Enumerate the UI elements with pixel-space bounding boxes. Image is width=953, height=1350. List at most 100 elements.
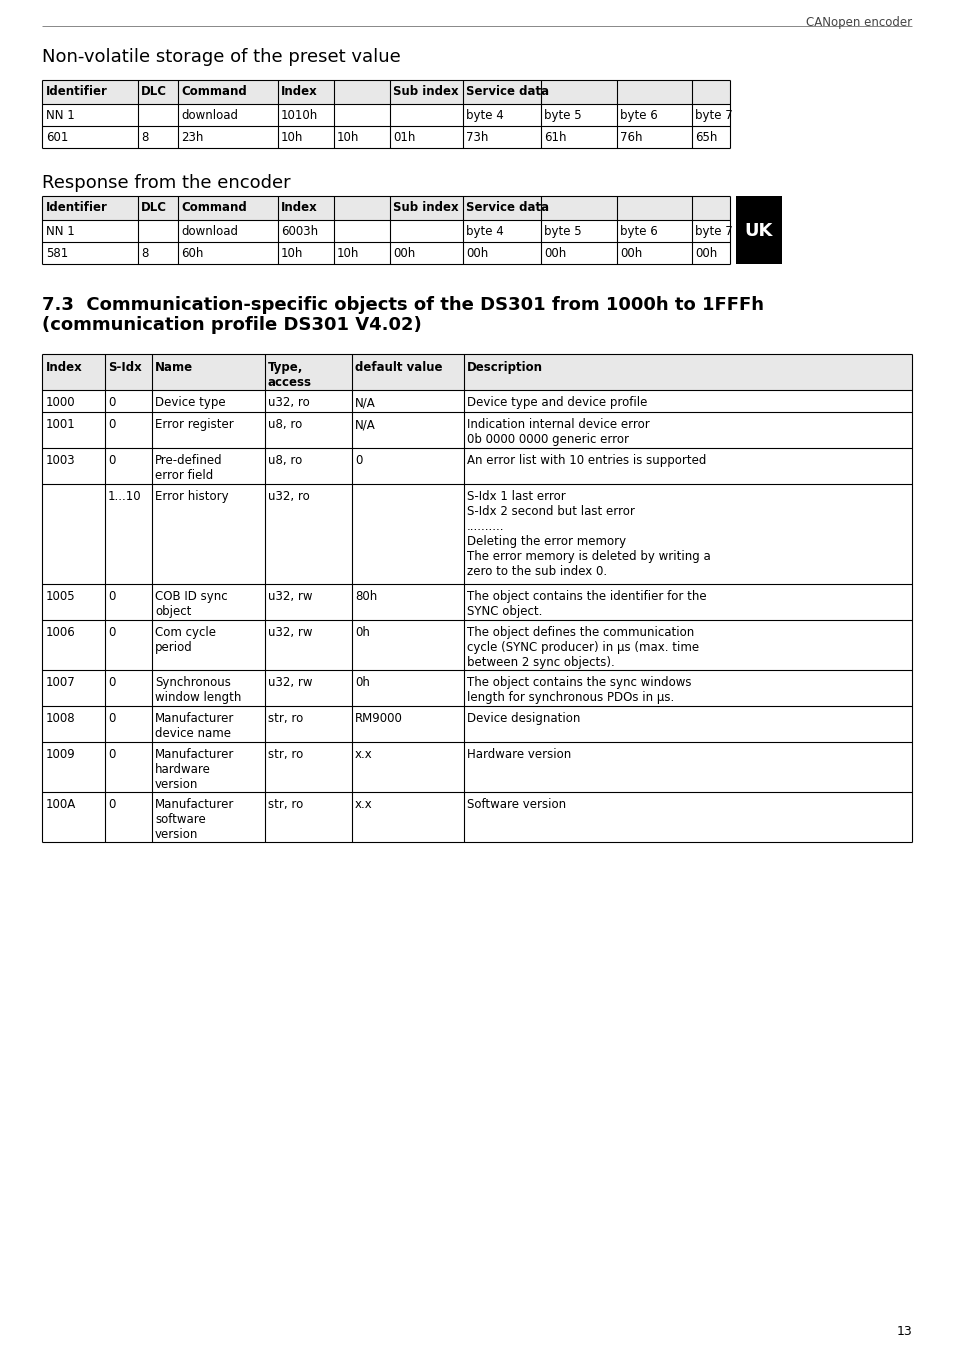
Text: RM9000: RM9000 [355, 711, 402, 725]
Text: Response from the encoder: Response from the encoder [42, 174, 291, 192]
Text: 0h: 0h [355, 626, 370, 639]
Text: u8, ro: u8, ro [268, 454, 302, 467]
Text: Identifier: Identifier [46, 201, 108, 215]
Text: The object contains the identifier for the
SYNC object.: The object contains the identifier for t… [467, 590, 706, 618]
Text: S-Idx: S-Idx [108, 360, 142, 374]
Text: 10h: 10h [336, 247, 359, 261]
Bar [42, 196, 729, 220]
Text: Identifier: Identifier [46, 85, 108, 99]
Text: DLC: DLC [141, 85, 167, 99]
Text: u32, rw: u32, rw [268, 590, 313, 603]
Text: NN 1: NN 1 [46, 109, 74, 122]
Text: Pre-defined
error field: Pre-defined error field [154, 454, 222, 482]
Text: 7.3  Communication-specific objects of the DS301 from 1000h to 1FFFh: 7.3 Communication-specific objects of th… [42, 296, 763, 315]
Text: 00h: 00h [393, 247, 415, 261]
Text: 1000: 1000 [46, 396, 75, 409]
Text: 00h: 00h [619, 247, 641, 261]
Text: download: download [181, 225, 237, 238]
Text: 1003: 1003 [46, 454, 75, 467]
Text: 00h: 00h [695, 247, 717, 261]
Text: 65h: 65h [695, 131, 717, 144]
Text: The object defines the communication
cycle (SYNC producer) in μs (max. time
betw: The object defines the communication cyc… [467, 626, 699, 670]
Text: x.x: x.x [355, 798, 373, 811]
Text: Synchronous
window length: Synchronous window length [154, 676, 241, 703]
Text: COB ID sync
object: COB ID sync object [154, 590, 228, 618]
Text: 0h: 0h [355, 676, 370, 688]
Text: Manufacturer
hardware
version: Manufacturer hardware version [154, 748, 234, 791]
Text: byte 6: byte 6 [619, 109, 657, 122]
Text: Hardware version: Hardware version [467, 748, 571, 761]
Text: 100A: 100A [46, 798, 76, 811]
Text: 0: 0 [108, 590, 115, 603]
Text: Error register: Error register [154, 418, 233, 431]
Text: 10h: 10h [281, 131, 303, 144]
Text: Software version: Software version [467, 798, 565, 811]
Text: 76h: 76h [619, 131, 641, 144]
Text: 1...10: 1...10 [108, 490, 141, 504]
Text: Command: Command [181, 201, 247, 215]
Text: u32, rw: u32, rw [268, 676, 313, 688]
Text: byte 5: byte 5 [543, 225, 581, 238]
Text: byte 6: byte 6 [619, 225, 657, 238]
Text: 00h: 00h [543, 247, 566, 261]
Text: DLC: DLC [141, 201, 167, 215]
Text: Index: Index [281, 201, 317, 215]
Text: NN 1: NN 1 [46, 225, 74, 238]
Text: 6003h: 6003h [281, 225, 317, 238]
Text: An error list with 10 entries is supported: An error list with 10 entries is support… [467, 454, 705, 467]
Text: Device type: Device type [154, 396, 226, 409]
Text: 0: 0 [108, 626, 115, 639]
Text: 0: 0 [108, 418, 115, 431]
Text: u32, rw: u32, rw [268, 626, 313, 639]
Text: 581: 581 [46, 247, 69, 261]
Text: Device designation: Device designation [467, 711, 579, 725]
Text: N/A: N/A [355, 396, 375, 409]
Text: 1008: 1008 [46, 711, 75, 725]
Text: Name: Name [154, 360, 193, 374]
Text: 0: 0 [108, 798, 115, 811]
Text: Indication internal device error
0b 0000 0000 generic error: Indication internal device error 0b 0000… [467, 418, 649, 446]
Text: 0: 0 [108, 748, 115, 761]
Text: Sub index: Sub index [393, 201, 458, 215]
Text: Service data: Service data [465, 85, 549, 99]
Text: Command: Command [181, 85, 247, 99]
Text: 0: 0 [108, 396, 115, 409]
Text: 10h: 10h [281, 247, 303, 261]
Text: Error history: Error history [154, 490, 229, 504]
Text: Manufacturer
device name: Manufacturer device name [154, 711, 234, 740]
Text: 0: 0 [108, 711, 115, 725]
Text: 80h: 80h [355, 590, 376, 603]
Text: 61h: 61h [543, 131, 566, 144]
Text: Service data: Service data [465, 201, 549, 215]
Text: 01h: 01h [393, 131, 415, 144]
Text: str, ro: str, ro [268, 748, 303, 761]
Text: Sub index: Sub index [393, 85, 458, 99]
Text: byte 4: byte 4 [465, 225, 503, 238]
Text: 8: 8 [141, 131, 149, 144]
Text: 601: 601 [46, 131, 69, 144]
Text: Com cycle
period: Com cycle period [154, 626, 215, 653]
Text: byte 7: byte 7 [695, 225, 732, 238]
Text: N/A: N/A [355, 418, 375, 431]
Text: 1009: 1009 [46, 748, 75, 761]
Text: 1007: 1007 [46, 676, 75, 688]
Text: UK: UK [744, 221, 772, 240]
Text: 1010h: 1010h [281, 109, 318, 122]
Text: Index: Index [281, 85, 317, 99]
Text: The object contains the sync windows
length for synchronous PDOs in μs.: The object contains the sync windows len… [467, 676, 691, 703]
Bar [735, 196, 781, 265]
Text: 0: 0 [108, 454, 115, 467]
Text: 60h: 60h [181, 247, 203, 261]
Text: Manufacturer
software
version: Manufacturer software version [154, 798, 234, 841]
Text: str, ro: str, ro [268, 798, 303, 811]
Text: Index: Index [46, 360, 83, 374]
Text: u32, ro: u32, ro [268, 490, 310, 504]
Text: 8: 8 [141, 247, 149, 261]
Text: 1001: 1001 [46, 418, 75, 431]
Text: CANopen encoder: CANopen encoder [805, 16, 911, 28]
Text: download: download [181, 109, 237, 122]
Text: byte 5: byte 5 [543, 109, 581, 122]
Text: 1005: 1005 [46, 590, 75, 603]
Text: 0: 0 [355, 454, 362, 467]
Text: (communication profile DS301 V4.02): (communication profile DS301 V4.02) [42, 316, 421, 333]
